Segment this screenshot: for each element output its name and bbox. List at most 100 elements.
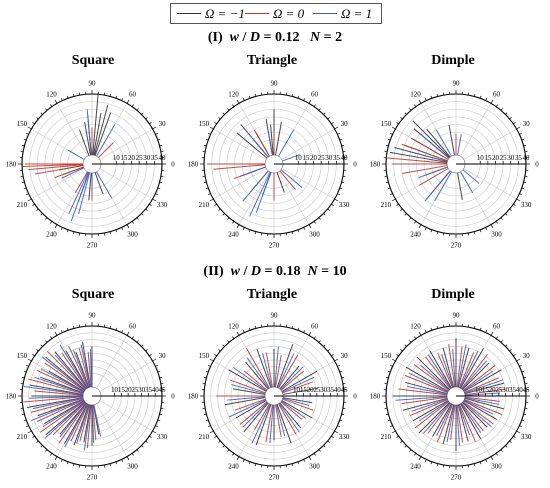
frame-tick (137, 108, 139, 110)
angle-tick-label: 300 (309, 231, 320, 239)
frame-tick (480, 96, 481, 98)
frame-tick (486, 98, 487, 100)
angle-tick-label: 180 (370, 393, 381, 401)
grid-spoke (274, 164, 309, 225)
frame-tick (33, 122, 35, 123)
section-number: (II) (203, 264, 223, 279)
frame-tick (122, 330, 123, 332)
frame-tick (55, 332, 57, 335)
frame-tick (158, 188, 160, 189)
frame-tick (390, 194, 392, 195)
radial-tick-label: 45 (341, 386, 349, 394)
angle-tick-label: 300 (309, 463, 320, 471)
angle-tick-label: 270 (87, 242, 98, 250)
frame-tick (513, 122, 515, 123)
frame-tick (331, 122, 333, 123)
data-spike (97, 125, 115, 157)
angle-tick-label: 120 (46, 322, 57, 330)
angle-tick-label: 330 (521, 433, 532, 441)
frame-tick (249, 96, 250, 98)
frame-tick (400, 441, 402, 443)
angle-tick-label: 210 (199, 201, 210, 209)
frame-tick (132, 105, 133, 107)
grid-spoke (213, 129, 274, 164)
frame-tick (519, 194, 521, 195)
frame-tick (388, 420, 390, 421)
radial-tick-label: 10 (477, 154, 485, 162)
frame-tick (337, 365, 339, 366)
angle-tick-label: 330 (521, 201, 532, 209)
data-spike (69, 172, 88, 213)
frame-tick (517, 359, 520, 361)
frame-tick (491, 100, 493, 103)
frame-tick (33, 204, 35, 205)
frame-tick (50, 337, 51, 339)
section-n: = 2 (320, 30, 342, 45)
frame-tick (496, 105, 497, 107)
frame-tick (223, 345, 225, 347)
frame-tick (337, 133, 339, 134)
frame-tick (496, 337, 497, 339)
frame-tick (328, 441, 330, 443)
section-d-var: D (250, 30, 260, 45)
frame-tick (522, 188, 524, 189)
angle-tick-label: 120 (410, 322, 421, 330)
frame-tick (392, 199, 395, 201)
angle-tick-label: 90 (271, 312, 279, 320)
angle-tick-label: 0 (353, 393, 357, 401)
radial-tick-label: 25 (318, 154, 326, 162)
frame-tick (331, 204, 333, 205)
angle-tick-label: 270 (451, 242, 462, 250)
grid-spoke (239, 164, 274, 225)
frame-tick (522, 139, 524, 140)
data-spike (250, 172, 271, 216)
frame-tick (158, 371, 160, 372)
frame-tick (141, 345, 143, 347)
angle-tick-label: 240 (228, 463, 239, 471)
angle-tick-label: 180 (6, 393, 17, 401)
angle-tick-label: 0 (535, 161, 539, 169)
angle-tick-label: 180 (188, 161, 199, 169)
angle-tick-label: 180 (6, 161, 17, 169)
frame-tick (218, 117, 220, 119)
frame-tick (249, 462, 250, 464)
frame-tick (218, 209, 220, 211)
legend-item-omega-minus-one: Ω = −1 (177, 6, 239, 22)
frame-tick (390, 365, 392, 366)
angle-tick-label: 150 (17, 352, 28, 360)
angle-tick-label: 30 (523, 352, 531, 360)
angle-tick-label: 300 (491, 463, 502, 471)
angle-tick-label: 330 (157, 201, 168, 209)
frame-tick (400, 349, 402, 351)
frame-tick (208, 365, 210, 366)
legend-item-omega-one: Ω = 1 (313, 6, 375, 22)
section-n-var: N (310, 30, 320, 45)
frame-tick (405, 213, 407, 215)
frame-tick (491, 225, 493, 228)
angle-tick-label: 30 (159, 352, 167, 360)
data-spike (68, 150, 84, 159)
frame-tick (519, 365, 521, 366)
angle-tick-label: 90 (453, 312, 461, 320)
frame-tick (237, 332, 239, 335)
frame-tick (409, 340, 411, 342)
frame-tick (55, 457, 57, 460)
radial-tick-label: 20 (128, 154, 136, 162)
angle-tick-label: 300 (491, 231, 502, 239)
frame-tick (137, 450, 139, 452)
frame-tick (309, 332, 311, 335)
frame-tick (392, 359, 395, 361)
frame-tick (414, 105, 415, 107)
frame-tick (141, 213, 143, 215)
frame-tick (397, 436, 399, 437)
frame-tick (388, 139, 390, 140)
frame-tick (501, 450, 503, 452)
frame-tick (243, 98, 244, 100)
frame-tick (522, 420, 524, 421)
frame-tick (67, 462, 68, 464)
frame-tick (319, 218, 321, 220)
angle-tick-label: 30 (341, 120, 349, 128)
frame-tick (397, 122, 399, 123)
frame-tick (45, 108, 47, 110)
legend-item-omega-zero: Ω = 0 (245, 6, 307, 22)
